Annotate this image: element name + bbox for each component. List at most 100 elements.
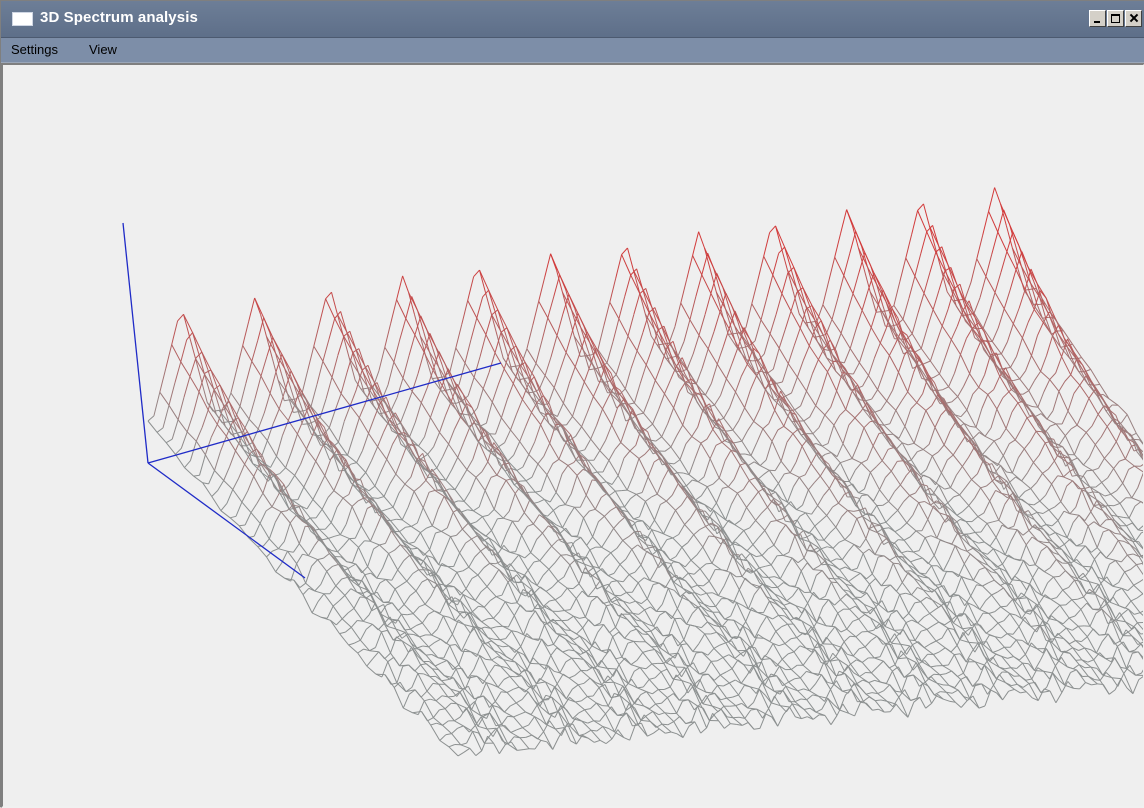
maximize-icon[interactable] xyxy=(1107,10,1124,27)
surface-line xyxy=(973,570,979,581)
surface-line xyxy=(736,703,742,705)
surface-line xyxy=(411,523,417,526)
surface-line xyxy=(915,254,921,277)
surface-line xyxy=(795,406,801,410)
surface-line xyxy=(1008,657,1014,659)
surface-line xyxy=(586,480,592,495)
surface-line xyxy=(516,699,522,703)
surface-line xyxy=(701,593,707,595)
menu-view[interactable]: View xyxy=(89,42,117,57)
surface-line xyxy=(468,377,474,395)
surface-line xyxy=(771,556,777,565)
minimize-icon[interactable] xyxy=(1089,10,1106,27)
surface-line xyxy=(680,382,686,391)
surface-line xyxy=(597,727,603,732)
surface-line xyxy=(727,697,733,698)
surface-line xyxy=(760,460,766,466)
surface-line xyxy=(726,669,732,672)
surface-line xyxy=(1032,336,1038,356)
surface-line xyxy=(528,524,534,526)
surface-line xyxy=(940,674,946,675)
surface-line xyxy=(966,328,972,338)
surface-line xyxy=(640,365,646,383)
surface-line xyxy=(1117,483,1123,490)
surface-line xyxy=(987,522,993,524)
surface-line xyxy=(877,661,883,667)
surface-line xyxy=(1007,232,1013,252)
surface-line xyxy=(529,611,535,620)
surface-line xyxy=(739,578,745,590)
surface-line xyxy=(331,507,337,523)
menu-settings[interactable]: Settings xyxy=(11,42,58,57)
surface-line xyxy=(584,678,590,683)
surface-line xyxy=(1031,483,1037,489)
surface-line xyxy=(780,525,786,533)
surface-line xyxy=(901,523,907,529)
surface-line xyxy=(954,495,960,497)
surface-line xyxy=(298,487,304,500)
surface-line xyxy=(1080,546,1086,552)
surface-line xyxy=(387,444,393,459)
surface-line xyxy=(346,506,352,524)
surface-line xyxy=(940,357,946,374)
surface-line xyxy=(956,577,962,593)
surface-line xyxy=(1142,563,1143,572)
surface-line xyxy=(1012,458,1018,473)
surface-line xyxy=(637,652,643,660)
surface-line xyxy=(973,387,979,394)
surface-line xyxy=(771,521,777,522)
surface-line xyxy=(868,630,874,631)
surface-line xyxy=(394,340,400,363)
surface-line xyxy=(616,657,622,659)
surface-line xyxy=(577,628,583,634)
surface-line xyxy=(966,480,972,488)
surface-line xyxy=(723,683,729,686)
surface-line xyxy=(470,477,476,491)
surface-line xyxy=(795,699,801,702)
surface-line xyxy=(856,632,862,637)
surface-line xyxy=(261,441,267,457)
surface-line xyxy=(1057,590,1063,598)
surface-line xyxy=(540,679,546,682)
surface-line xyxy=(508,455,514,461)
surface-line xyxy=(685,560,691,567)
surface-line xyxy=(559,445,565,460)
surface-line xyxy=(1049,533,1055,536)
surface-line xyxy=(584,366,590,382)
surface-line xyxy=(625,275,631,296)
surface-line xyxy=(536,639,542,651)
surface-line xyxy=(849,418,855,425)
surface-line xyxy=(846,459,852,461)
surface-line xyxy=(831,391,837,407)
surface-line xyxy=(1087,629,1093,637)
surface-line xyxy=(1017,663,1023,668)
surface-line xyxy=(1125,601,1131,608)
surface-line xyxy=(202,410,208,427)
surface-line xyxy=(951,475,957,488)
surface-line xyxy=(927,310,933,329)
surface-line xyxy=(1107,577,1113,586)
plot-area[interactable] xyxy=(1,63,1144,808)
surface-line xyxy=(605,582,611,590)
title-bar[interactable]: 3D Spectrum analysis xyxy=(1,1,1144,38)
surface-line xyxy=(752,492,758,500)
surface-line xyxy=(755,320,761,341)
surface-line xyxy=(1054,576,1060,577)
surface-line xyxy=(898,502,904,511)
surface-line xyxy=(941,460,947,473)
surface-line xyxy=(363,615,369,621)
surface-line xyxy=(445,537,451,551)
surface-line xyxy=(981,486,987,488)
surface-line xyxy=(625,368,631,389)
surface-line xyxy=(187,414,193,432)
surface-line xyxy=(299,526,305,544)
surface-line xyxy=(323,340,329,361)
surface-line xyxy=(974,298,980,313)
surface-line xyxy=(776,294,782,315)
surface-line xyxy=(756,556,762,557)
surface-line xyxy=(209,471,215,484)
surface-line xyxy=(242,491,248,502)
surface-line xyxy=(855,412,861,418)
close-icon[interactable] xyxy=(1125,10,1142,27)
surface-line xyxy=(904,537,910,540)
